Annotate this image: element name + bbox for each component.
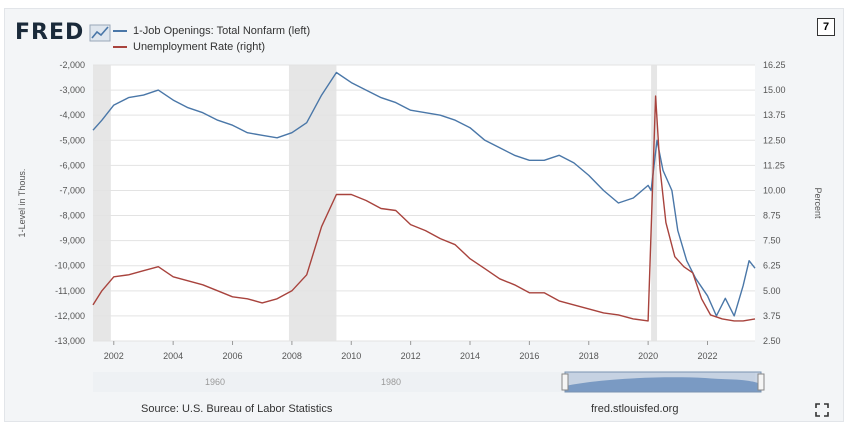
y-tick-left-5: -7,000 <box>59 185 85 195</box>
series-line-unemployment <box>92 95 756 322</box>
y-tick-right-5: 10.00 <box>763 185 786 195</box>
x-tick-3: 2008 <box>282 351 302 361</box>
y-tick-right-4: 11.25 <box>763 160 785 170</box>
y-tick-left-1: -3,000 <box>59 85 85 95</box>
recession-band-2 <box>651 65 658 341</box>
y-axis-label-left: 1-Level in Thous. <box>17 169 27 238</box>
y-tick-right-11: 2.50 <box>763 336 781 346</box>
navigator-label-0: 1960 <box>205 377 225 387</box>
y-tick-left-11: -13,000 <box>54 336 85 346</box>
y-tick-right-0: 16.25 <box>763 60 786 70</box>
y-tick-left-9: -11,000 <box>55 286 85 296</box>
slide-number-badge: 7 <box>817 18 835 36</box>
x-tick-7: 2016 <box>519 351 539 361</box>
y-tick-right-2: 13.75 <box>763 110 786 120</box>
chart-header: FRED 1-Job Openings: Total Nonfarm (left… <box>5 9 845 65</box>
fred-logo[interactable]: FRED <box>15 20 85 45</box>
legend-label-unemployment: Unemployment Rate (right) <box>133 41 266 53</box>
navigator-selection <box>564 371 762 393</box>
y-tick-right-10: 3.75 <box>763 311 781 321</box>
legend-item-unemployment[interactable]: Unemployment Rate (right) <box>113 39 310 55</box>
y-tick-left-8: -10,000 <box>54 261 85 271</box>
legend-swatch-job-openings <box>113 30 127 32</box>
y-tick-right-8: 6.25 <box>763 261 781 271</box>
x-tick-5: 2012 <box>401 351 421 361</box>
chart-legend: 1-Job Openings: Total Nonfarm (left) Une… <box>113 23 310 55</box>
y-tick-left-7: -9,000 <box>59 236 85 246</box>
x-tick-4: 2010 <box>341 351 361 361</box>
legend-swatch-unemployment <box>113 46 127 48</box>
recession-band-1 <box>288 65 337 341</box>
navigator-area <box>565 377 761 392</box>
x-tick-8: 2018 <box>579 351 599 361</box>
legend-label-job-openings: 1-Job Openings: Total Nonfarm (left) <box>133 25 311 37</box>
fred-url-link[interactable]: fred.stlouisfed.org <box>591 403 679 415</box>
y-tick-right-1: 15.00 <box>763 85 786 95</box>
y-tick-left-2: -4,000 <box>59 110 85 120</box>
chart-frame: FRED 1-Job Openings: Total Nonfarm (left… <box>4 8 844 422</box>
y-tick-right-9: 5.00 <box>763 286 781 296</box>
y-tick-left-3: -5,000 <box>59 135 85 145</box>
fred-graph-icon <box>89 24 111 42</box>
y-tick-left-0: -2,000 <box>59 60 85 70</box>
source-text: Source: U.S. Bureau of Labor Statistics <box>141 403 333 415</box>
y-axis-label-right: Percent <box>813 187 823 219</box>
navigator-label-1: 1980 <box>381 377 401 387</box>
y-tick-left-10: -12,000 <box>54 311 85 321</box>
y-tick-right-3: 12.50 <box>763 135 786 145</box>
x-tick-1: 2004 <box>163 351 183 361</box>
x-tick-6: 2014 <box>460 351 480 361</box>
x-tick-0: 2002 <box>104 351 124 361</box>
line-chart: -2,000 16.25 -3,000 15.00 -4,000 13.75 -5,000 1… <box>17 60 823 393</box>
series-line-job-openings <box>92 71 756 317</box>
y-tick-right-7: 7.50 <box>763 236 781 246</box>
navigator-handle-right[interactable] <box>757 373 765 391</box>
chart-footer: Source: U.S. Bureau of Labor Statistics … <box>5 401 845 421</box>
x-tick-10: 2022 <box>697 351 717 361</box>
navigator-handle-left[interactable] <box>561 373 569 391</box>
y-tick-left-6: -8,000 <box>59 211 85 221</box>
plot-area <box>93 65 755 341</box>
x-tick-9: 2020 <box>638 351 658 361</box>
fullscreen-expand-icon[interactable] <box>815 403 829 417</box>
recession-band-0 <box>93 65 111 341</box>
y-tick-right-6: 8.75 <box>763 211 781 221</box>
y-tick-left-4: -6,000 <box>59 160 85 170</box>
legend-item-job-openings[interactable]: 1-Job Openings: Total Nonfarm (left) <box>113 23 310 39</box>
x-tick-2: 2006 <box>223 351 243 361</box>
